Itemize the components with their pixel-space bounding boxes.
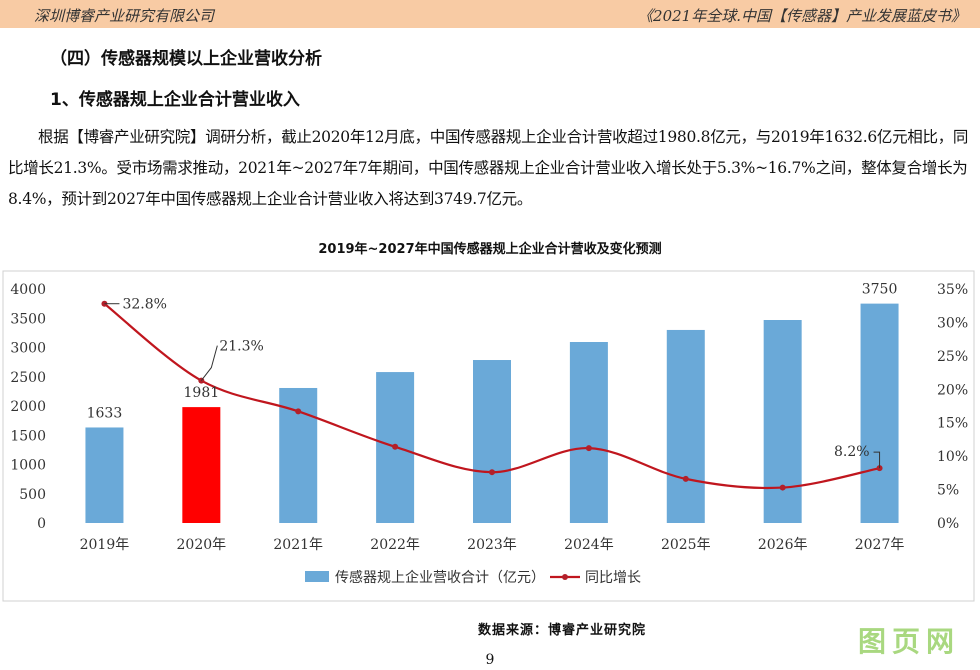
- growth-point-2022年: [392, 443, 399, 450]
- right-axis-tick: 0%: [937, 516, 959, 532]
- growth-point-2025年: [682, 475, 689, 482]
- legend-line-label: 同比增长: [585, 570, 641, 586]
- x-tick-label: 2025年: [661, 537, 711, 553]
- right-axis-tick: 20%: [937, 382, 968, 398]
- left-axis-tick: 2500: [10, 370, 46, 386]
- chart-frame: [2, 270, 975, 602]
- leader-line: [200, 345, 218, 381]
- header-book-title: 《2021年全球.中国【传感器】产业发展蓝皮书》: [638, 7, 966, 25]
- chart-title: 2019年~2027年中国传感器规上企业合计营收及变化预测: [318, 242, 662, 257]
- right-axis-tick: 25%: [937, 349, 968, 365]
- left-axis-tick: 0: [37, 516, 46, 532]
- right-axis-tick: 5%: [937, 483, 959, 499]
- data-source: 数据来源：博睿产业研究院: [478, 623, 647, 638]
- subsection-title: 1、传感器规上企业合计营业收入: [50, 90, 300, 110]
- growth-point-2021年: [295, 408, 302, 415]
- left-axis-tick: 1500: [10, 428, 46, 444]
- page-header: 深圳博睿产业研究有限公司 《2021年全球.中国【传感器】产业发展蓝皮书》: [0, 0, 980, 28]
- x-tick-label: 2019年: [80, 537, 130, 553]
- body-paragraph: 根据【博睿产业研究院】调研分析，截止2020年12月底，中国传感器规上企业合计营…: [8, 128, 969, 208]
- right-axis-tick: 35%: [937, 282, 968, 298]
- left-axis-tick: 500: [19, 487, 46, 503]
- growth-point-2023年: [489, 469, 495, 476]
- x-tick-label: 2023年: [467, 537, 517, 553]
- bar-data-label: 3750: [862, 282, 898, 298]
- growth-data-label: 21.3%: [219, 339, 263, 355]
- bar-2024年: [569, 342, 608, 523]
- legend-bar-label: 传感器规上企业营收合计（亿元）: [335, 569, 545, 586]
- bar-2025年: [666, 329, 705, 523]
- bar-data-label: 1981: [184, 385, 220, 401]
- section-title: （四）传感器规模以上企业营收分析: [50, 49, 322, 69]
- bar-2019年: [85, 427, 124, 523]
- bar-2026年: [763, 320, 802, 523]
- x-tick-label: 2026年: [758, 537, 808, 553]
- header-company: 深圳博睿产业研究有限公司: [34, 7, 215, 25]
- leader-line: [873, 451, 881, 469]
- right-axis-tick: 15%: [937, 416, 968, 432]
- left-axis-tick: 1000: [10, 458, 46, 474]
- growth-point-2026年: [779, 484, 786, 491]
- left-axis-tick: 3000: [10, 341, 46, 357]
- bar-2027年: [860, 303, 899, 523]
- growth-data-label: 32.8%: [122, 297, 166, 313]
- watermark-logo: 图页网: [857, 625, 960, 658]
- x-tick-label: 2027年: [855, 537, 905, 553]
- legend-bar-swatch: [305, 571, 329, 582]
- left-axis-tick: 4000: [10, 282, 46, 298]
- left-axis-tick: 3500: [10, 311, 46, 327]
- bar-data-label: 1633: [87, 405, 123, 421]
- growth-point-2024年: [585, 445, 592, 452]
- growth-line: [103, 302, 880, 490]
- bar-2020年: [182, 407, 221, 523]
- x-tick-label: 2021年: [273, 537, 323, 553]
- x-tick-label: 2024年: [564, 537, 614, 553]
- page-number: 9: [485, 652, 495, 668]
- legend-line-marker: [562, 574, 568, 580]
- left-axis-tick: 2000: [10, 399, 46, 415]
- x-tick-label: 2022年: [370, 537, 420, 553]
- growth-data-label: 8.2%: [834, 444, 870, 460]
- revenue-chart: 1633 1981 3750 32.8% 21.3% 8.2% 2019年 2020年 2021…: [2, 270, 975, 602]
- right-axis-tick: 30%: [937, 315, 968, 331]
- x-tick-label: 2020年: [177, 537, 227, 553]
- right-axis-tick: 10%: [937, 449, 968, 465]
- bar-2023年: [473, 360, 511, 523]
